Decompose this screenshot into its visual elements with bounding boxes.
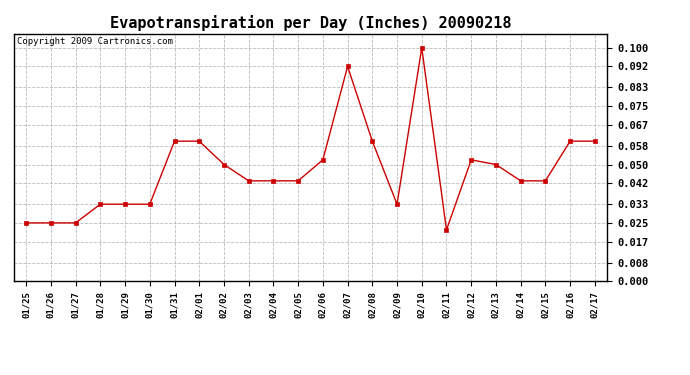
Text: Copyright 2009 Cartronics.com: Copyright 2009 Cartronics.com — [17, 38, 172, 46]
Title: Evapotranspiration per Day (Inches) 20090218: Evapotranspiration per Day (Inches) 2009… — [110, 15, 511, 31]
